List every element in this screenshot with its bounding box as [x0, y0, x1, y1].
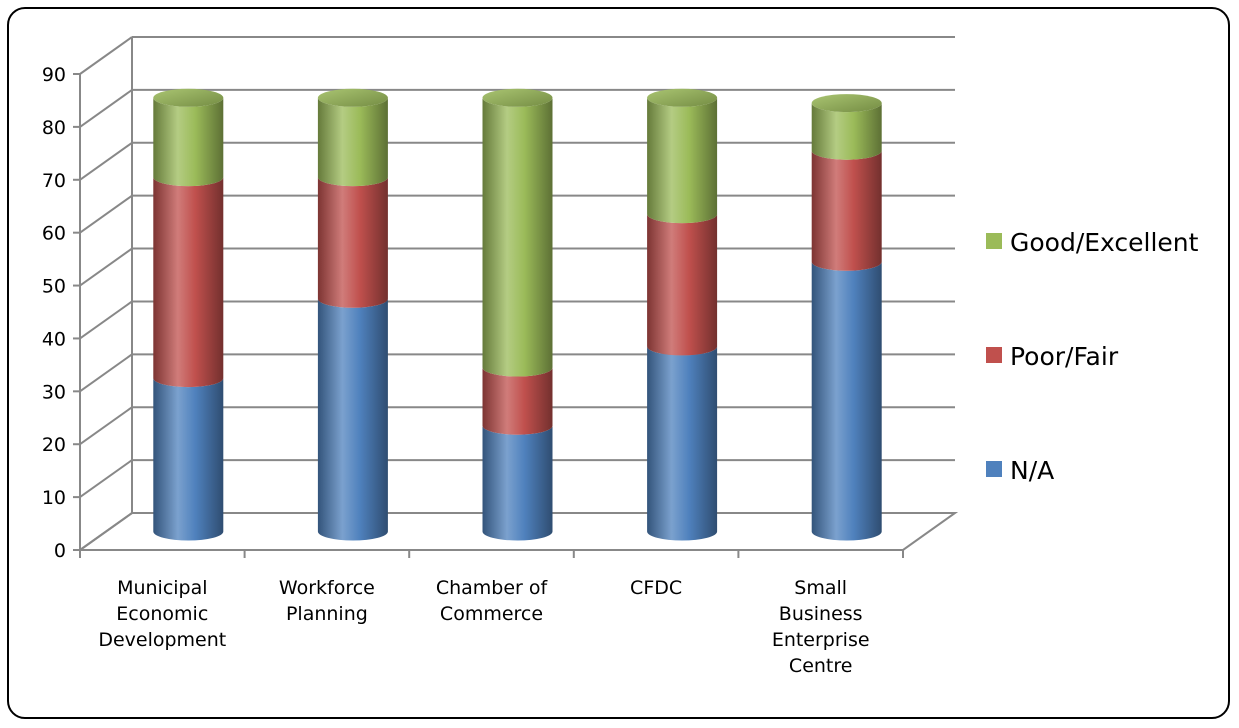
bar-segment	[811, 261, 882, 541]
bar-stack	[153, 88, 224, 541]
x-tick-label: Municipal Economic Development	[98, 577, 226, 651]
gridline-diagonal	[79, 353, 133, 393]
x-tick-label: Small Business Enterprise Centre	[772, 577, 870, 677]
bar-stack	[317, 88, 388, 541]
gridline-diagonal	[79, 141, 133, 181]
bar-stack	[811, 94, 882, 541]
bar-segment	[317, 298, 388, 541]
legend-label: Good/Excellent	[1010, 228, 1199, 257]
y-tick-label: 70	[42, 170, 66, 192]
y-tick-label: 60	[42, 223, 66, 245]
bar-segment	[482, 367, 553, 435]
bar-segment	[153, 177, 224, 388]
gridline-diagonal	[79, 36, 133, 75]
legend-label: Poor/Fair	[1010, 342, 1119, 371]
y-tick-label: 0	[54, 540, 66, 562]
x-tick-label-line: Municipal	[117, 577, 207, 599]
x-tick-label-line: Development	[98, 629, 226, 651]
bar-top-cap	[317, 88, 388, 107]
x-tick-label-line: Business	[779, 603, 863, 625]
bar-segment	[317, 177, 388, 308]
bar-segment	[317, 97, 388, 187]
x-tick-label: Workforce Planning	[279, 577, 375, 625]
x-tick-label-line: Small	[794, 577, 847, 599]
gridline-diagonal	[79, 300, 133, 340]
x-tick-label-line: Enterprise	[772, 629, 870, 651]
x-tick-label-line: Economic	[116, 603, 208, 625]
chart-floor	[76, 512, 959, 551]
bar-stack	[647, 88, 718, 541]
y-tick-label: 50	[42, 276, 66, 298]
x-tick-label-line: Workforce	[279, 577, 375, 599]
bar-segment	[153, 97, 224, 187]
bar-segment	[647, 214, 718, 356]
x-tick-label: CFDC	[630, 577, 682, 599]
bar-segment	[482, 97, 553, 377]
legend-swatch	[986, 347, 1002, 363]
y-tick-label: 80	[42, 117, 66, 139]
bar-top-cap	[647, 88, 718, 107]
bar-segment	[647, 346, 718, 541]
legend-swatch	[986, 461, 1002, 477]
gridline-diagonal	[79, 459, 133, 498]
y-tick-label: 90	[42, 64, 66, 86]
bar-segment	[811, 103, 882, 160]
y-tick-label: 10	[42, 487, 66, 509]
legend-label: N/A	[1010, 456, 1054, 485]
bar-stack	[482, 88, 553, 541]
legend-item: Poor/Fair	[986, 342, 1119, 371]
gridline-diagonal	[79, 194, 133, 234]
legend-swatch	[986, 233, 1002, 249]
bar-top-cap	[482, 88, 553, 107]
bar-segment	[153, 378, 224, 541]
x-tick-label-line: CFDC	[630, 577, 682, 599]
gridline-diagonal	[79, 406, 133, 446]
x-tick-label-line: Commerce	[440, 603, 543, 625]
legend-item: Good/Excellent	[986, 228, 1199, 257]
x-tick-label-line: Centre	[789, 655, 853, 677]
bar-segment	[811, 150, 882, 271]
bar-top-cap	[811, 94, 882, 113]
bar-top-cap	[153, 88, 224, 107]
y-tick-label: 40	[42, 328, 66, 350]
x-tick-label-line: Planning	[286, 603, 368, 625]
y-tick-label: 30	[42, 381, 66, 403]
legend-item: N/A	[986, 456, 1054, 485]
x-tick-label: Chamber of Commerce	[436, 577, 549, 625]
y-tick-label: 20	[42, 434, 66, 456]
bar-segment	[647, 97, 718, 224]
x-tick-label-line: Chamber of	[436, 577, 549, 599]
bar-segment	[482, 425, 553, 541]
gridline-diagonal	[79, 247, 133, 287]
gridline-diagonal	[79, 89, 133, 128]
